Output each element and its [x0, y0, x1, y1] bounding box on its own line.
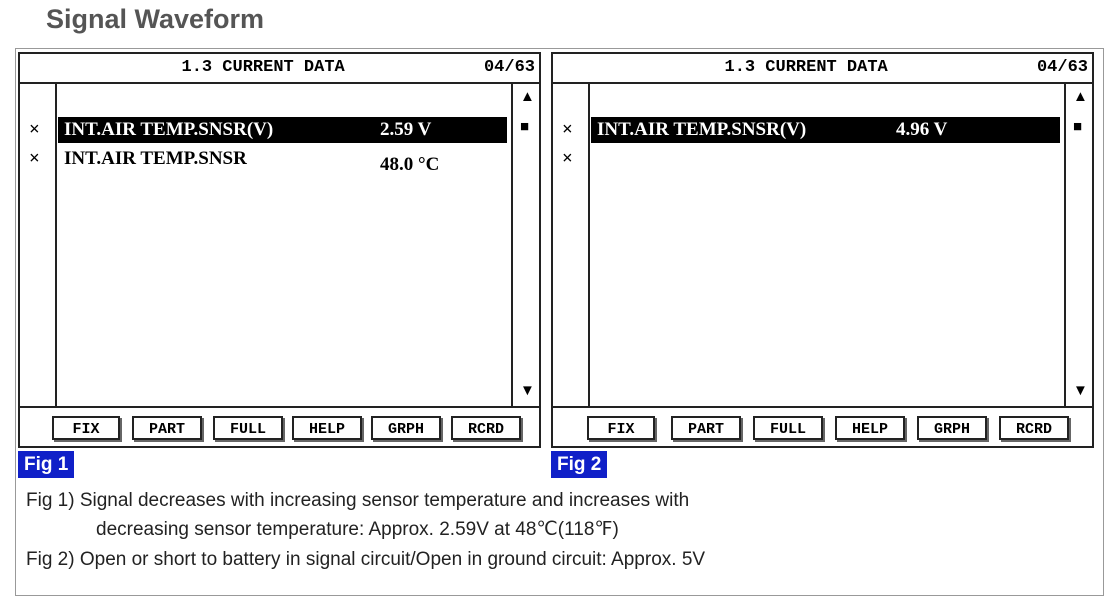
function-button[interactable]: PART: [132, 416, 202, 440]
data-row: INT.AIR TEMP.SNSR(V) 2.59 V: [58, 117, 507, 143]
function-button[interactable]: FIX: [52, 416, 120, 440]
button-bar: FIX PART FULL HELP GRPH RCRD: [20, 406, 539, 446]
row-marker: ×: [29, 119, 40, 140]
figure-label: Fig 1: [18, 451, 75, 478]
function-button[interactable]: FIX: [587, 416, 655, 440]
scroll-icon: ▼: [520, 382, 535, 399]
function-button[interactable]: GRPH: [371, 416, 441, 440]
row-name: INT.AIR TEMP.SNSR(V): [597, 119, 807, 140]
function-button[interactable]: HELP: [835, 416, 905, 440]
content-frame: [15, 48, 1104, 596]
button-bar: FIX PART FULL HELP GRPH RCRD: [553, 406, 1092, 446]
scroll-icon: ▲: [1073, 88, 1088, 105]
caption-line: Fig 1) Signal decreases with increasing …: [26, 490, 690, 511]
marker-column: [588, 82, 590, 408]
marker-column: [55, 82, 57, 408]
panel-header: 1.3 CURRENT DATA 04/63: [553, 54, 1092, 84]
data-row: INT.AIR TEMP.SNSR 48.0 °C: [58, 146, 507, 175]
caption-line: decreasing sensor temperature: Approx. 2…: [96, 519, 619, 540]
row-value: 4.96 V: [896, 119, 948, 140]
row-name: INT.AIR TEMP.SNSR: [64, 148, 247, 169]
header-title: 1.3 CURRENT DATA: [181, 58, 345, 77]
function-button[interactable]: FULL: [753, 416, 823, 440]
scroll-icon: ▼: [1073, 382, 1088, 399]
function-button[interactable]: RCRD: [999, 416, 1069, 440]
panel-header: 1.3 CURRENT DATA 04/63: [20, 54, 539, 84]
row-value: 48.0 °C: [380, 154, 440, 175]
caption-line: Fig 2) Open or short to battery in signa…: [26, 549, 706, 570]
function-button[interactable]: PART: [671, 416, 741, 440]
figure-label: Fig 2: [551, 451, 608, 478]
function-button[interactable]: RCRD: [451, 416, 521, 440]
page-title: Signal Waveform: [46, 4, 265, 34]
scroll-icon: ■: [1073, 118, 1083, 135]
row-marker: ×: [562, 119, 573, 140]
function-button[interactable]: FULL: [213, 416, 283, 440]
data-row: INT.AIR TEMP.SNSR(V) 4.96 V: [591, 117, 1060, 143]
header-title: 1.3 CURRENT DATA: [724, 58, 888, 77]
row-name: INT.AIR TEMP.SNSR(V): [64, 119, 274, 140]
function-button[interactable]: HELP: [292, 416, 362, 440]
scroll-column: ▲ ■ ▼: [511, 82, 535, 408]
scanner-panel: 1.3 CURRENT DATA 04/63 ▲ ■ ▼ × INT.AIR TEMP.SN…: [18, 52, 541, 448]
page-counter: 04/63: [1036, 58, 1088, 77]
row-value: 2.59 V: [380, 119, 432, 140]
function-button[interactable]: GRPH: [917, 416, 987, 440]
scroll-icon: ■: [520, 118, 530, 135]
row-marker: ×: [562, 148, 573, 169]
scroll-icon: ▲: [520, 88, 535, 105]
page-counter: 04/63: [483, 58, 535, 77]
scanner-panel: 1.3 CURRENT DATA 04/63 ▲ ■ ▼ × INT.AIR TEMP.SN…: [551, 52, 1094, 448]
row-marker: ×: [29, 148, 40, 169]
scroll-column: ▲ ■ ▼: [1064, 82, 1088, 408]
